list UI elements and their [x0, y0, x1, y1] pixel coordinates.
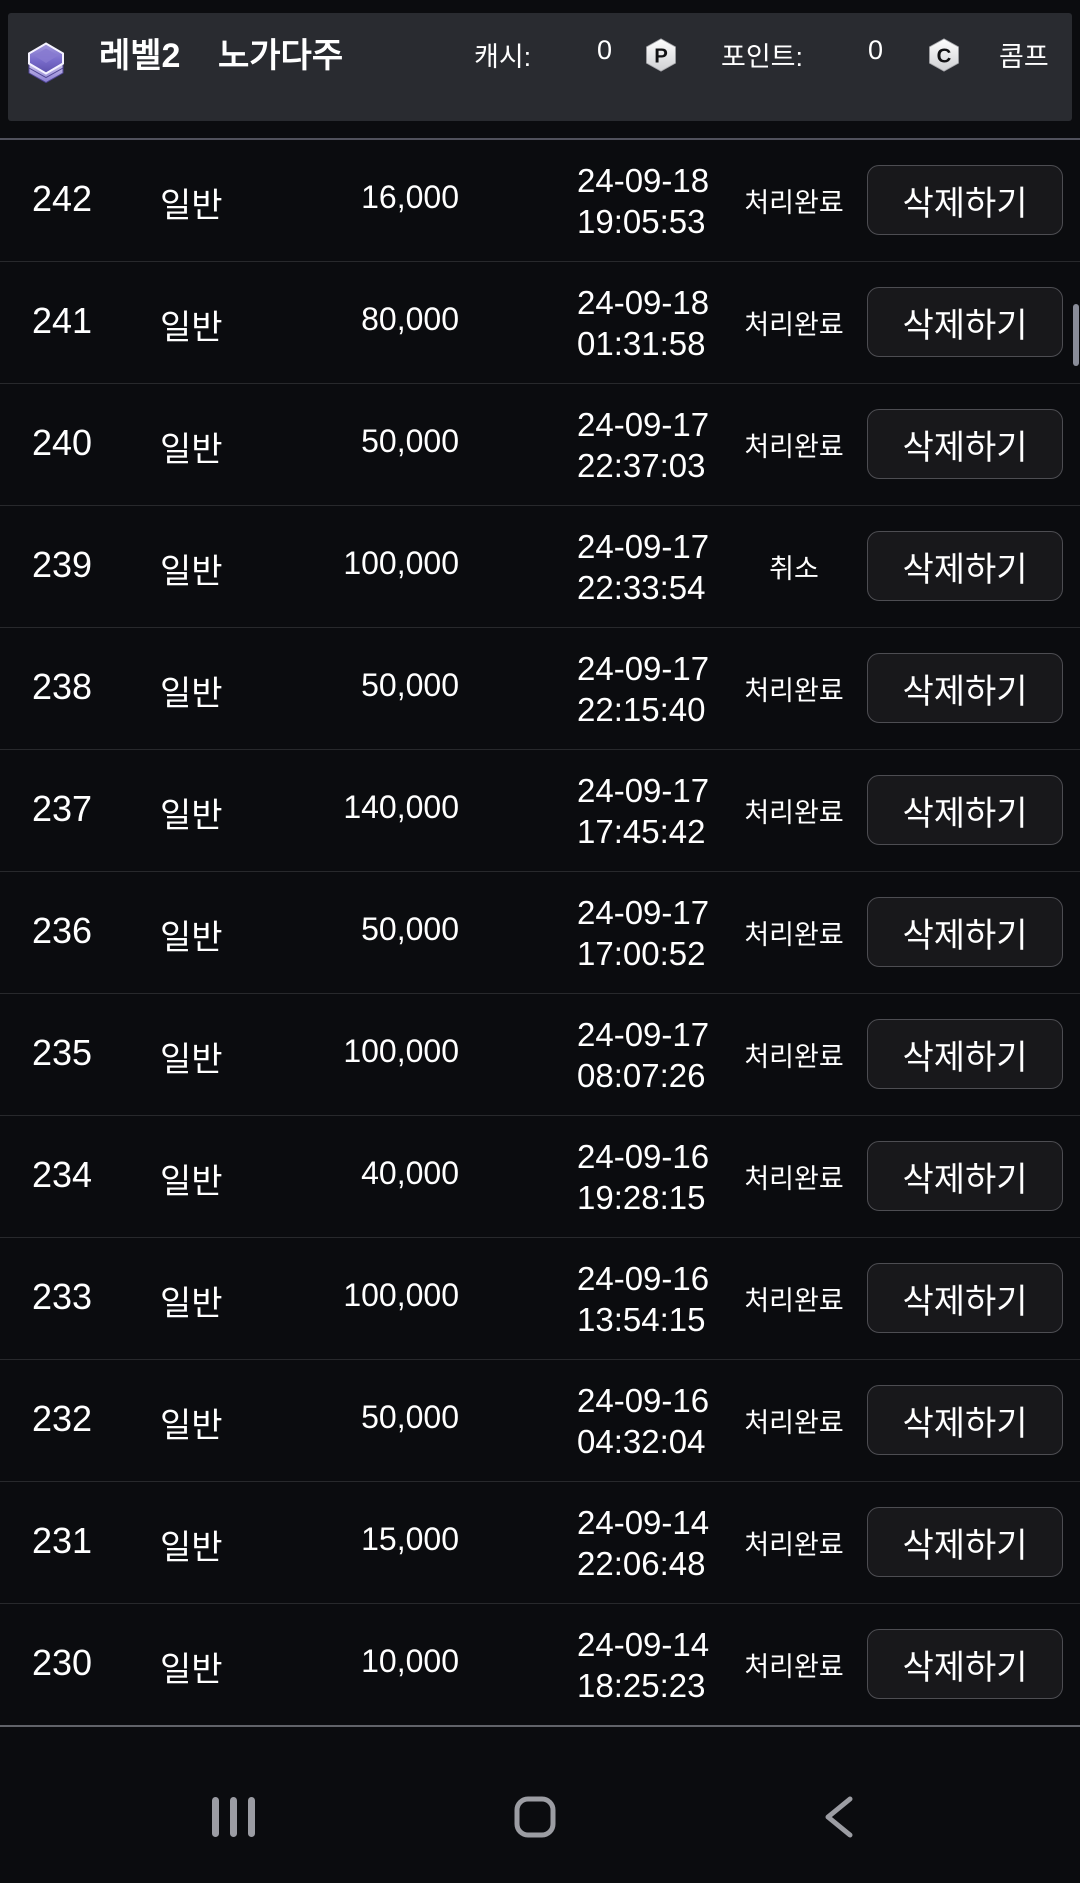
svg-text:C: C — [937, 46, 952, 68]
svg-text:P: P — [654, 46, 668, 68]
